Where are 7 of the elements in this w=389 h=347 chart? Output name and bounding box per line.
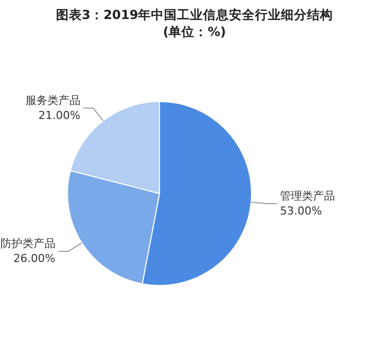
data-label: 26.00% (13, 252, 56, 266)
slice-label: 防护类产品 (0, 237, 56, 250)
slice-label: 管理类产品 (280, 190, 336, 203)
data-label: 53.00% (280, 204, 322, 218)
data-label: 21.00% (38, 109, 80, 122)
slice-label: 服务类产品 (25, 94, 80, 108)
chart-title: 图表3：2019年中国工业信息安全行业细分结构 (单位：%) (54, 6, 334, 41)
